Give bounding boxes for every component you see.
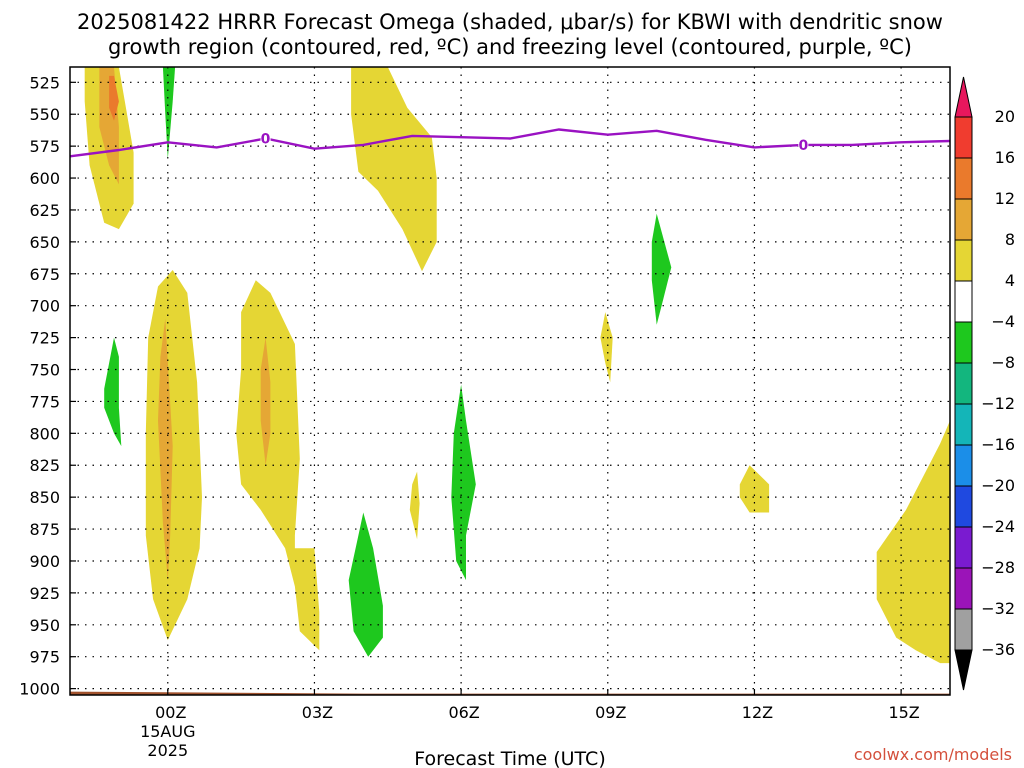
grid xyxy=(70,67,950,695)
colorbar-swatch-8 xyxy=(954,444,973,487)
y-tick-label-550: 550 xyxy=(29,105,60,124)
colorbar-swatch-0 xyxy=(954,116,973,159)
colorbar-swatch-11 xyxy=(954,567,973,610)
y-tick-label-925: 925 xyxy=(29,584,60,603)
y-tick-label-850: 850 xyxy=(29,488,60,507)
credit-text: coolwx.com/models xyxy=(854,745,1012,764)
colorbar-swatch-7 xyxy=(954,403,973,446)
chart-title-line1: 2025081422 HRRR Forecast Omega (shaded, … xyxy=(77,10,943,34)
colorbar-label-8: −16 xyxy=(981,435,1015,454)
omega-region-9 xyxy=(104,337,122,447)
y-tick-label-775: 775 xyxy=(29,392,60,411)
colorbar-label-12: −32 xyxy=(981,599,1015,618)
colorbar-label-1: 16 xyxy=(995,148,1015,167)
omega-region-7 xyxy=(236,280,320,651)
y-tick-label-900: 900 xyxy=(29,552,60,571)
freezing-level-label-0: 0 xyxy=(261,131,271,147)
x-tick-label-6: 06Z xyxy=(448,703,479,722)
colorbar-swatch-3 xyxy=(954,239,973,282)
colorbar-swatch-6 xyxy=(954,362,973,405)
omega-region-4 xyxy=(351,67,437,272)
x-tick-label-15: 15Z xyxy=(888,703,919,722)
y-tick-label-875: 875 xyxy=(29,520,60,539)
colorbar-swatch-1 xyxy=(954,157,973,200)
x-tick-label-12: 12Z xyxy=(742,703,773,722)
y-tick-label-650: 650 xyxy=(29,233,60,252)
freezing-label-bg-1 xyxy=(798,137,809,152)
y-tick-label-825: 825 xyxy=(29,456,60,475)
freezing-level-line xyxy=(69,128,951,158)
omega-region-16 xyxy=(876,420,950,664)
omega-region-6 xyxy=(158,318,173,581)
y-tick-label-950: 950 xyxy=(29,616,60,635)
colorbar-label-3: 8 xyxy=(1005,230,1015,249)
colorbar-label-5: −4 xyxy=(991,312,1015,331)
colorbar-label-4: 4 xyxy=(1005,271,1015,290)
freezing-level-label-1: 0 xyxy=(798,138,808,154)
colorbar-swatch-5 xyxy=(954,321,973,364)
colorbar-label-7: −12 xyxy=(981,394,1015,413)
colorbar-swatch-12 xyxy=(954,608,973,651)
colorbar-label-13: −36 xyxy=(981,640,1015,659)
x-tick-year: 2025 xyxy=(147,741,188,760)
x-tick-label-9: 09Z xyxy=(595,703,626,722)
chart-title-line2: growth region (contoured, red, ºC) and f… xyxy=(108,35,912,59)
plot-frame xyxy=(69,66,951,696)
colorbar-swatch-10 xyxy=(954,526,973,569)
y-tick-label-725: 725 xyxy=(29,329,60,348)
x-tick-label-3: 03Z xyxy=(302,703,333,722)
y-tick-label-625: 625 xyxy=(29,201,60,220)
x-axis-title: Forecast Time (UTC) xyxy=(414,748,605,768)
colorbar-label-0: 20 xyxy=(995,107,1015,126)
y-tick-label-525: 525 xyxy=(29,73,60,92)
omega-region-10 xyxy=(348,512,383,657)
omega-region-13 xyxy=(600,312,613,383)
y-axis: 525 550 575 600 625 650 675 700 725 750 775 800 825 8… xyxy=(19,73,76,699)
colorbar-label-11: −28 xyxy=(981,558,1015,577)
colorbar-label-9: −20 xyxy=(981,476,1015,495)
y-tick-label-1000: 1000 xyxy=(19,680,60,699)
colorbar-top-triangle xyxy=(954,76,973,118)
colorbar-swatch-2 xyxy=(954,198,973,241)
y-tick-label-700: 700 xyxy=(29,297,60,316)
omega-region-3 xyxy=(162,67,176,159)
y-tick-label-575: 575 xyxy=(29,137,60,156)
x-tick-date: 15AUG xyxy=(140,722,195,741)
terrain-band xyxy=(70,691,950,695)
y-tick-label-600: 600 xyxy=(29,169,60,188)
colorbar-swatch-4 xyxy=(954,280,973,323)
omega-regions xyxy=(70,67,950,695)
omega-region-15 xyxy=(739,465,770,513)
colorbar-swatch-9 xyxy=(954,485,973,528)
omega-region-14 xyxy=(651,213,672,325)
y-tick-label-750: 750 xyxy=(29,361,60,380)
y-tick-label-675: 675 xyxy=(29,265,60,284)
omega-region-5 xyxy=(145,270,202,641)
freezing-label-bg-0 xyxy=(260,131,271,146)
colorbar-label-10: −24 xyxy=(981,517,1015,536)
colorbar-label-2: 12 xyxy=(995,189,1015,208)
colorbar: 20 16 12 8 4 −4 −8 −12 −16 −20 −24 −28 −32 −36 xyxy=(954,76,1015,691)
omega-region-2 xyxy=(109,75,119,121)
y-tick-label-975: 975 xyxy=(29,648,60,667)
omega-region-12 xyxy=(451,384,476,581)
y-tick-label-800: 800 xyxy=(29,424,60,443)
x-tick-label-0: 00Z xyxy=(155,703,186,722)
colorbar-label-6: −8 xyxy=(991,353,1015,372)
colorbar-bottom-triangle xyxy=(954,649,973,691)
omega-region-11 xyxy=(409,471,420,540)
